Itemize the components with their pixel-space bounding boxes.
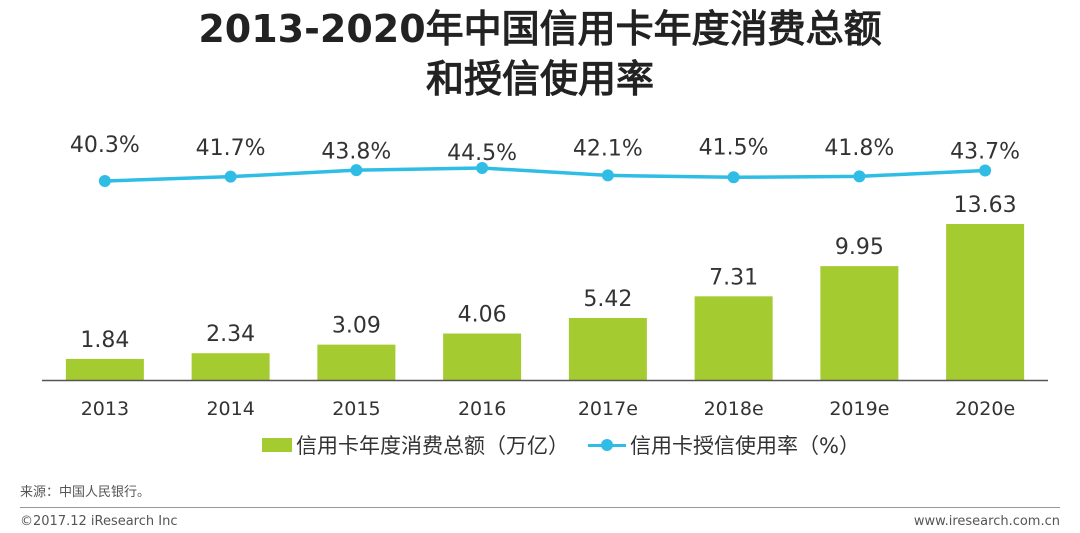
- x-tick-label: 2014: [206, 398, 254, 420]
- line-value-label: 43.8%: [321, 140, 391, 165]
- line-value-label: 44.5%: [447, 141, 517, 166]
- line-value-label: 41.8%: [824, 136, 894, 161]
- bar: [443, 333, 522, 380]
- line-value-label: 40.3%: [70, 133, 140, 158]
- bar-value-label: 1.84: [80, 328, 129, 353]
- line-point: [350, 164, 363, 177]
- legend-line-swatch: [588, 438, 626, 452]
- source-note: 来源：中国人民银行。: [20, 485, 151, 500]
- chart-title: 2013-2020年中国信用卡年度消费总额: [198, 7, 882, 51]
- line-point: [98, 175, 111, 187]
- bar-value-label: 4.06: [458, 303, 507, 328]
- bar: [65, 358, 144, 380]
- x-tick-label: 2016: [458, 398, 506, 420]
- bar: [568, 317, 647, 380]
- footer-divider: [20, 507, 1060, 508]
- x-tick-label: 2015: [332, 398, 380, 420]
- line-point: [224, 170, 237, 183]
- x-tick-label: 2020e: [955, 398, 1015, 420]
- line-point: [476, 162, 489, 174]
- line-point: [601, 169, 614, 182]
- legend-item-bar: 信用卡年度消费总额（万亿）: [262, 432, 569, 458]
- bar-value-label: 2.34: [206, 322, 255, 347]
- x-tick-label: 2017e: [578, 398, 638, 420]
- line-value-label: 41.5%: [699, 135, 769, 160]
- bar-value-label: 13.63: [954, 193, 1017, 218]
- bar-value-label: 3.09: [332, 314, 381, 339]
- line-point: [727, 171, 740, 184]
- legend-line-label: 信用卡授信使用率（%）: [630, 434, 860, 458]
- legend-bar-swatch: [262, 438, 292, 452]
- bar-value-label: 7.31: [709, 265, 758, 290]
- line-value-label: 42.1%: [573, 137, 643, 162]
- line-value-label: 43.7%: [950, 140, 1020, 165]
- bar: [946, 224, 1025, 380]
- x-tick-label: 2013: [81, 398, 129, 420]
- chart-subtitle: 和授信使用率: [425, 57, 654, 101]
- line-point: [979, 164, 992, 177]
- line-point: [853, 170, 866, 183]
- bar: [317, 344, 396, 380]
- bar: [820, 266, 899, 380]
- legend-item-line: 信用卡授信使用率（%）: [588, 432, 860, 458]
- website: www.iresearch.com.cn: [913, 514, 1060, 529]
- x-tick-label: 2019e: [829, 398, 889, 420]
- line-value-label: 41.7%: [196, 136, 266, 161]
- bar: [191, 353, 270, 380]
- x-tick-label: 2018e: [704, 398, 764, 420]
- bar: [694, 296, 773, 380]
- bar-value-label: 5.42: [583, 287, 632, 312]
- legend-bar-label: 信用卡年度消费总额（万亿）: [296, 434, 569, 458]
- copyright: ©2017.12 iResearch Inc: [20, 514, 178, 529]
- bar-value-label: 9.95: [835, 235, 884, 260]
- line-series: [104, 166, 986, 183]
